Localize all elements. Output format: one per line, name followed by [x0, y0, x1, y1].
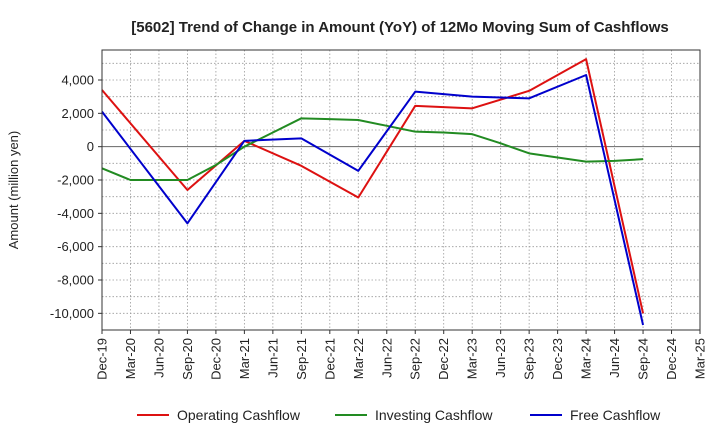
x-tick-label: Dec-22 [436, 338, 451, 380]
x-tick-label: Jun-22 [379, 338, 394, 378]
y-tick-label: -2,000 [57, 173, 94, 188]
x-tick-label: Mar-25 [693, 338, 708, 379]
x-tick-label: Jun-24 [607, 338, 622, 378]
chart-title: [5602] Trend of Change in Amount (YoY) o… [131, 19, 669, 36]
plot-border [101, 49, 701, 331]
legend-label-investing-cashflow: Investing Cashflow [375, 407, 493, 423]
series-line-free-cashflow [101, 74, 645, 326]
y-tick-label: 4,000 [61, 73, 94, 88]
y-tick-label: -10,000 [50, 306, 94, 321]
x-tick-label: Jun-23 [493, 338, 508, 378]
legend-label-free-cashflow: Free Cashflow [570, 407, 661, 423]
series-line-investing-cashflow [101, 117, 644, 181]
x-tick-label: Jun-20 [151, 338, 166, 378]
series-layer [101, 58, 645, 326]
x-tick-labels: Dec-19 Mar-20 Jun-20 Sep-20 Dec-20 Mar-21 Jun-… [95, 330, 708, 380]
x-tick-label: Dec-20 [208, 338, 223, 380]
x-tick-label: Sep-21 [294, 338, 309, 380]
x-tick-label: Jun-21 [265, 338, 280, 378]
x-tick-label: Mar-21 [237, 338, 252, 379]
y-tick-label: 2,000 [61, 106, 94, 121]
x-tick-label: Dec-24 [664, 338, 679, 380]
legend: Operating Cashflow Investing Cashflow Free… [137, 407, 661, 423]
y-tick-labels: -10,000 -8,000 -6,000 -4,000 -2,000 0 2,000 4,0… [50, 73, 102, 321]
y-tick-label: -6,000 [57, 239, 94, 254]
plot-area [102, 50, 700, 330]
y-tick-label: 0 [87, 139, 94, 154]
x-tick-label: Sep-24 [636, 338, 651, 380]
x-tick-label: Mar-23 [465, 338, 480, 379]
y-axis-label: Amount (million yen) [6, 131, 21, 250]
plot-background [102, 50, 700, 330]
x-tick-label: Dec-23 [550, 338, 565, 380]
x-tick-label: Sep-20 [180, 338, 195, 380]
x-tick-label: Sep-23 [522, 338, 537, 380]
y-tick-label: -8,000 [57, 273, 94, 288]
x-tick-label: Mar-24 [579, 338, 594, 379]
x-tick-label: Mar-22 [351, 338, 366, 379]
x-tick-label: Sep-22 [408, 338, 423, 380]
x-tick-label: Mar-20 [123, 338, 138, 379]
legend-label-operating-cashflow: Operating Cashflow [177, 407, 301, 423]
x-tick-label: Dec-21 [322, 338, 337, 380]
y-tick-label: -4,000 [57, 206, 94, 221]
x-tick-label: Dec-19 [95, 338, 110, 380]
